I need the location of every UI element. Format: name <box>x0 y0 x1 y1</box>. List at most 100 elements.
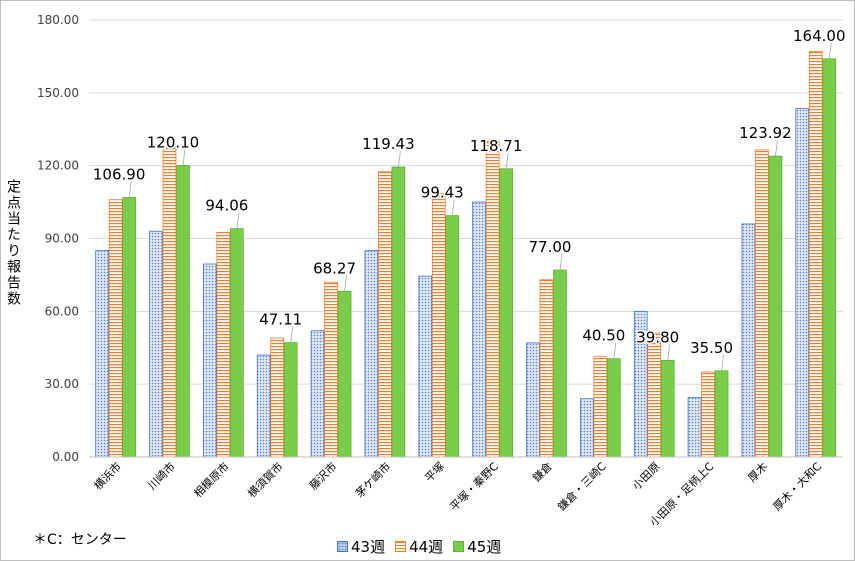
x-tick-label: 藤沢市 <box>306 459 339 492</box>
data-label-leader <box>505 152 509 169</box>
data-label-leader <box>344 275 347 292</box>
bar-43-0 <box>95 250 109 458</box>
bar-45-11 <box>714 370 729 458</box>
legend-swatch-44 <box>395 541 407 552</box>
legend-item-45: 45週 <box>453 536 501 557</box>
legend-item-43: 43週 <box>337 536 385 557</box>
y-tick-label: 60.00 <box>45 304 79 318</box>
legend-label-45: 45週 <box>467 538 502 556</box>
data-label-leader <box>182 149 186 166</box>
bar-45-1 <box>176 165 190 458</box>
data-label: 40.50 <box>582 327 625 345</box>
x-tick-label: 横浜市 <box>91 459 124 492</box>
x-tick-label: 厚木・大和C <box>770 459 824 513</box>
y-tick-label: 180.00 <box>37 13 79 27</box>
data-label: 77.00 <box>529 238 572 256</box>
bar-45-8 <box>553 269 567 458</box>
bar-44-2 <box>216 232 231 458</box>
x-tick-label: 小田原 <box>630 460 663 493</box>
legend-label-43: 43週 <box>351 538 386 556</box>
x-tick-label: 平塚・秦野C <box>447 459 501 513</box>
data-label: 106.90 <box>93 165 146 183</box>
data-label-leader <box>236 212 240 229</box>
data-label-leader <box>559 254 563 271</box>
bar-44-12 <box>755 149 769 458</box>
data-label-leader <box>451 199 455 216</box>
bar-43-11 <box>687 397 702 458</box>
bar-44-13 <box>808 51 823 458</box>
data-label-leader <box>613 342 617 359</box>
bar-44-11 <box>701 371 715 458</box>
y-tick-label: 30.00 <box>45 377 79 391</box>
bar-44-6 <box>431 193 446 458</box>
data-label: 123.92 <box>739 124 792 142</box>
x-tick-label: 鎌倉・三崎C <box>555 459 609 513</box>
bar-44-0 <box>108 199 123 458</box>
data-label-leader <box>721 354 724 371</box>
legend-label-44: 44週 <box>409 538 444 556</box>
data-label: 47.11 <box>259 311 302 329</box>
data-label-leader <box>398 151 401 168</box>
data-label-leader <box>290 326 294 343</box>
data-label: 119.43 <box>362 135 415 153</box>
bar-44-8 <box>539 279 554 458</box>
bar-43-8 <box>526 342 540 458</box>
bar-45-9 <box>606 358 621 458</box>
legend-item-44: 44週 <box>395 536 443 557</box>
bar-45-0 <box>122 197 136 458</box>
bar-43-12 <box>741 223 756 458</box>
bar-44-10 <box>647 332 662 458</box>
y-tick-label: 150.00 <box>37 86 79 100</box>
x-tick-label: 茅ケ崎市 <box>352 459 393 500</box>
bar-43-9 <box>579 398 594 458</box>
bar-44-9 <box>593 355 608 458</box>
bar-43-4 <box>310 330 325 458</box>
legend-swatch-45 <box>453 541 465 552</box>
y-tick-label: 0.00 <box>52 450 79 464</box>
bar-44-5 <box>378 171 392 458</box>
data-label: 94.06 <box>205 197 248 215</box>
bar-43-13 <box>795 108 810 458</box>
legend: 43週 44週 45週 <box>337 536 511 557</box>
gridlines <box>89 19 843 385</box>
bar-43-2 <box>202 263 217 458</box>
bar-44-4 <box>324 281 338 458</box>
data-label-leader <box>775 140 778 157</box>
y-axis-title: 定点当たり報告数 <box>5 179 21 307</box>
data-label-leader <box>128 181 132 198</box>
bar-45-4 <box>337 290 352 458</box>
footnote: ＊C：センター <box>33 532 127 548</box>
data-label: 99.43 <box>421 184 464 202</box>
bar-45-12 <box>768 155 783 458</box>
data-label-leader <box>828 42 832 59</box>
bar-43-7 <box>472 201 486 458</box>
data-label: 68.27 <box>313 259 356 277</box>
x-tick-label: 平塚 <box>422 460 447 485</box>
bar-43-3 <box>256 354 271 458</box>
bar-45-13 <box>822 58 837 458</box>
x-tick-label: 横須賀市 <box>245 459 286 500</box>
data-label: 120.10 <box>147 133 200 151</box>
data-label: 118.71 <box>470 137 523 155</box>
data-label-leader <box>667 344 671 361</box>
bar-45-10 <box>660 359 675 458</box>
bar-43-5 <box>364 250 379 458</box>
data-label: 164.00 <box>793 27 846 45</box>
x-tick-label: 鎌倉 <box>529 459 554 484</box>
x-tick-label: 川崎市 <box>145 459 178 492</box>
bar-45-3 <box>283 342 298 458</box>
bar-45-7 <box>499 168 513 458</box>
y-tick-label: 120.00 <box>37 159 79 173</box>
bar-44-3 <box>270 337 285 458</box>
data-label: 35.50 <box>690 339 733 357</box>
bar-45-6 <box>445 215 460 458</box>
bar-43-1 <box>149 230 163 458</box>
x-tick-label: 厚木 <box>746 460 771 485</box>
legend-swatch-43 <box>337 541 348 552</box>
bar-44-1 <box>162 147 177 458</box>
y-tick-label: 90.00 <box>45 232 79 246</box>
bar-45-5 <box>391 166 406 458</box>
